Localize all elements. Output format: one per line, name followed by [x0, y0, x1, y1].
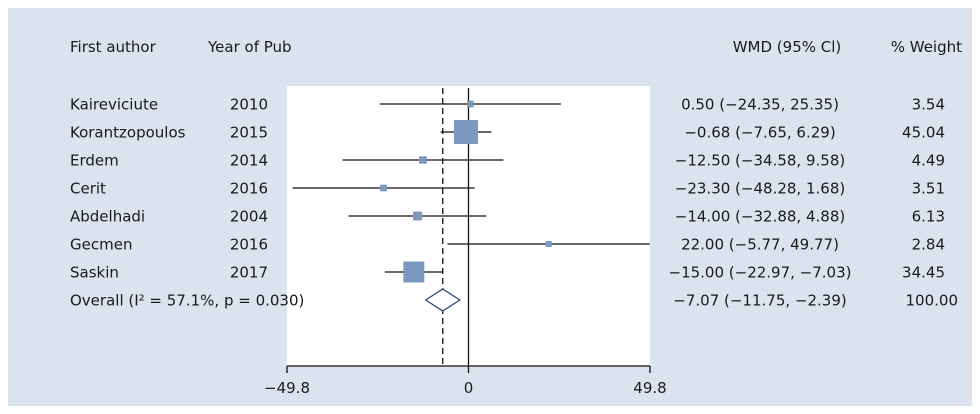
x-tick-label: −49.8: [264, 379, 310, 397]
overall-wmd-ci: −7.07 (−11.75, −2.39): [673, 292, 846, 310]
study-wmd-ci: 22.00 (−5.77, 49.77): [681, 236, 839, 254]
study-year: 2016: [230, 236, 268, 254]
header-year: Year of Pub: [207, 38, 292, 56]
study-weight: 2.84: [912, 236, 945, 254]
study-year: 2015: [230, 124, 268, 142]
header-estimate: WMD (95% Cl): [733, 38, 842, 56]
effect-marker: [380, 184, 387, 192]
study-weight: 45.04: [902, 124, 945, 142]
study-author: Abdelhadi: [70, 208, 145, 226]
effect-marker: [413, 211, 422, 221]
header-author: First author: [70, 38, 157, 56]
study-year: 2017: [230, 264, 268, 282]
study-weight: 3.54: [912, 96, 945, 114]
study-weight: 34.45: [902, 264, 945, 282]
header-weight: % Weight: [891, 38, 962, 56]
x-tick-label: 0: [464, 379, 474, 397]
study-author: Erdem: [70, 152, 119, 170]
study-year: 2016: [230, 180, 268, 198]
effect-marker: [403, 261, 425, 283]
effect-marker: [454, 120, 479, 144]
study-author: Korantzopoulos: [70, 124, 186, 142]
overall-weight: 100.00: [906, 292, 959, 310]
study-author: Kaireviciute: [70, 96, 158, 114]
study-wmd-ci: 0.50 (−24.35, 25.35): [681, 96, 839, 114]
x-tick-label: 49.8: [633, 379, 666, 397]
effect-marker: [419, 156, 427, 164]
study-weight: 3.51: [912, 180, 945, 198]
study-wmd-ci: −14.00 (−32.88, 4.88): [675, 208, 845, 226]
study-wmd-ci: −23.30 (−48.28, 1.68): [675, 180, 845, 198]
study-year: 2014: [230, 152, 268, 170]
study-author: Saskin: [70, 264, 119, 282]
study-author: Gecmen: [70, 236, 132, 254]
study-year: 2010: [230, 96, 268, 114]
study-wmd-ci: −12.50 (−34.58, 9.58): [675, 152, 845, 170]
overall-diamond: [424, 288, 461, 312]
overall-label: Overall (I² = 57.1%, p = 0.030): [70, 292, 304, 310]
study-wmd-ci: −15.00 (−22.97, −7.03): [669, 264, 852, 282]
study-wmd-ci: −0.68 (−7.65, 6.29): [684, 124, 835, 142]
effect-marker: [545, 240, 552, 248]
study-weight: 4.49: [912, 152, 945, 170]
study-year: 2004: [230, 208, 268, 226]
study-weight: 6.13: [912, 208, 945, 226]
study-author: Cerit: [70, 180, 106, 198]
effect-marker: [466, 100, 474, 108]
